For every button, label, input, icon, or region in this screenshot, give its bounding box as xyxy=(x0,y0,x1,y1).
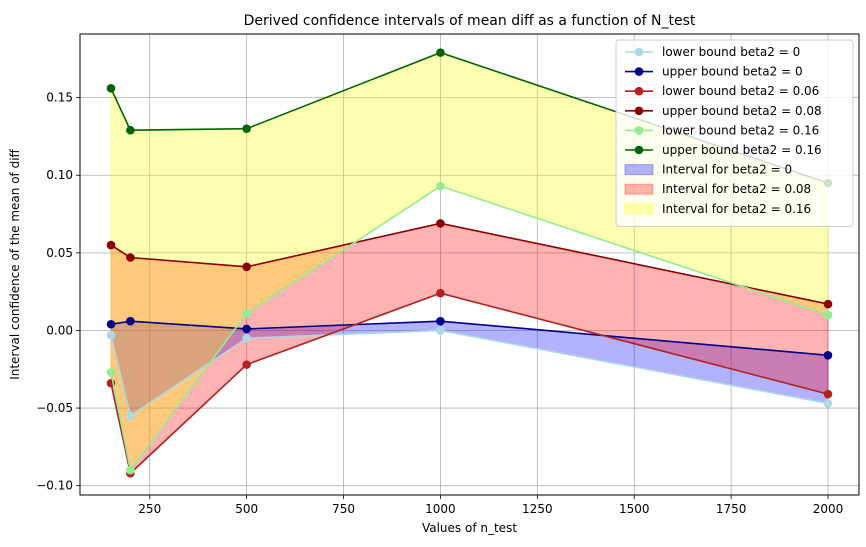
data-point xyxy=(823,310,833,320)
legend-marker-swatch xyxy=(634,106,644,116)
data-point xyxy=(436,48,445,57)
x-tick-label: 1750 xyxy=(716,502,747,516)
legend-marker-swatch xyxy=(634,67,644,76)
data-point xyxy=(436,219,445,228)
data-point xyxy=(106,240,116,250)
legend-label: Interval for beta2 = 0.16 xyxy=(662,202,811,216)
data-point xyxy=(126,411,135,421)
data-point xyxy=(823,389,833,399)
data-point xyxy=(242,124,251,133)
y-axis-title: Interval confidence of the mean of diff xyxy=(8,148,22,379)
data-point xyxy=(242,333,251,343)
x-tick-label: 1000 xyxy=(425,502,456,516)
data-point xyxy=(106,330,116,340)
legend-marker-swatch xyxy=(634,86,644,96)
legend-label: lower bound beta2 = 0 xyxy=(662,45,800,59)
data-point xyxy=(242,309,251,318)
legend-label: Interval for beta2 = 0.08 xyxy=(662,182,811,196)
data-point xyxy=(823,351,833,360)
data-point xyxy=(126,316,135,326)
chart-title: Derived confidence intervals of mean dif… xyxy=(244,13,696,29)
data-point xyxy=(823,399,833,408)
data-point xyxy=(823,299,833,309)
x-tick-label: 250 xyxy=(138,502,161,516)
legend-label: upper bound beta2 = 0 xyxy=(662,65,803,79)
legend-label: upper bound beta2 = 0.16 xyxy=(662,143,822,157)
legend-label: upper bound beta2 = 0.08 xyxy=(662,104,822,118)
legend-box xyxy=(615,39,854,227)
data-point xyxy=(436,316,445,326)
legend-marker-swatch xyxy=(634,145,644,155)
legend-marker-swatch xyxy=(634,126,644,135)
legend-band-swatch xyxy=(624,203,654,215)
plot-frame xyxy=(79,33,860,496)
tick-layer: 250 500 750 1000 1250 1500 1750 2000 −0.10 −0.05 0… xyxy=(36,91,843,516)
data-point xyxy=(436,288,445,298)
data-point xyxy=(436,181,445,191)
y-tick-label: 0.00 xyxy=(46,323,73,337)
y-tick-label: −0.10 xyxy=(36,479,73,493)
y-tick-label: 0.05 xyxy=(46,246,73,260)
data-point xyxy=(106,319,116,329)
legend-band-swatch xyxy=(624,164,654,176)
legend-label: lower bound beta2 = 0.06 xyxy=(662,84,819,98)
data-point xyxy=(242,262,251,272)
y-tick-label: 0.10 xyxy=(46,168,73,182)
y-tick-label: −0.05 xyxy=(36,401,73,415)
x-axis-title: Values of n_test xyxy=(422,521,517,535)
data-point xyxy=(436,326,445,335)
data-point xyxy=(106,84,116,93)
legend-label: lower bound beta2 = 0.16 xyxy=(662,123,819,137)
data-point xyxy=(106,368,116,377)
data-point xyxy=(126,253,135,262)
legend-label: Interval for beta2 = 0 xyxy=(662,163,792,177)
legend: lower bound beta2 = 0 upper bound beta2 =… xyxy=(615,39,854,227)
x-tick-label: 1250 xyxy=(522,502,553,516)
legend-band-swatch xyxy=(624,183,654,195)
data-point xyxy=(242,360,251,369)
x-tick-label: 750 xyxy=(332,502,355,516)
legend-marker-swatch xyxy=(634,47,644,57)
x-tick-label: 1500 xyxy=(619,502,650,516)
x-tick-label: 2000 xyxy=(813,502,844,516)
data-point xyxy=(242,324,251,334)
data-point xyxy=(126,125,135,135)
y-tick-label: 0.15 xyxy=(46,91,73,105)
x-tick-label: 500 xyxy=(235,502,258,516)
data-point xyxy=(126,465,135,475)
